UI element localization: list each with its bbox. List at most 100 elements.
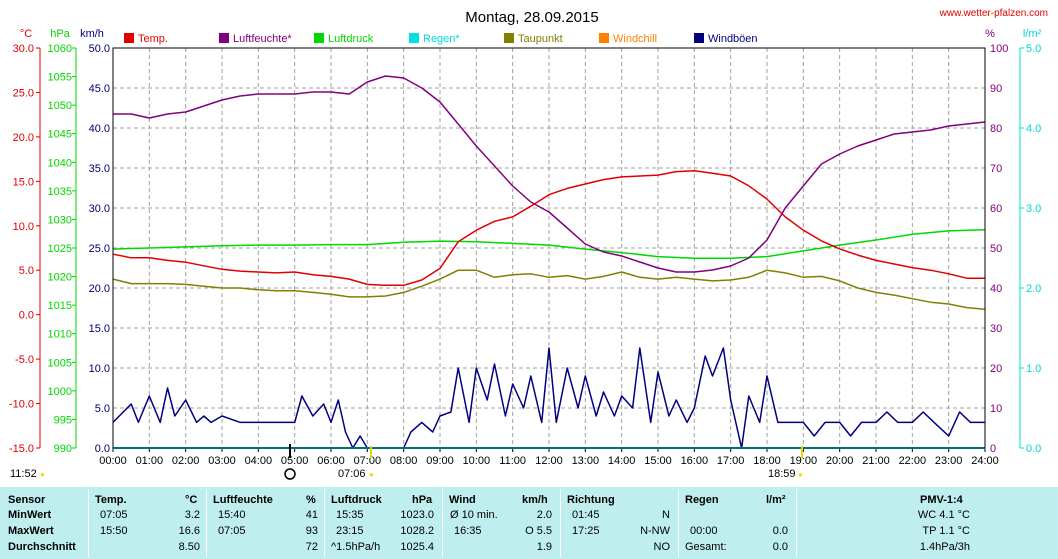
y-axes: 50.0 45.0 40.0 35.0 30.0 25.0 20.0 15.0 10.0 5.0 0… — [9, 43, 1041, 455]
x-tick-label: 04:00 — [245, 455, 273, 467]
site-url: www.wetter-pfalzen.com — [939, 8, 1048, 19]
moonrise-time: 11:52 — [10, 468, 37, 480]
x-tick-label: 05:00 — [281, 455, 309, 467]
statistics-table: Sensor Temp. °C Luftfeuchte % Luftdruck … — [0, 487, 1058, 559]
stats-press-value: 1023.0 — [400, 509, 434, 521]
x-tick-label: 22:00 — [899, 455, 927, 467]
legend-item-gusts: Windböen — [694, 33, 758, 45]
column-divider — [442, 489, 443, 557]
plot-frame — [112, 47, 986, 449]
legend: Temp. Luftfeuchte* Luftdruck Regen* Taup… — [124, 33, 758, 45]
stats-row-min: MinWert 07:05 3.2 15:40 41 15:35 1023.0 … — [0, 508, 1058, 523]
stats-wind-time: 16:35 — [454, 525, 482, 537]
x-tick-label: 00:00 — [99, 455, 127, 467]
legend-label: Temp. — [138, 33, 168, 45]
temp-tick-label: 0.0 — [19, 310, 34, 322]
pressure-series-line — [112, 228, 986, 260]
hum-tick-label: 90 — [990, 83, 1002, 95]
stats-header-rain-unit: l/m² — [766, 494, 786, 506]
stats-hum-time: 15:40 — [218, 509, 246, 521]
hum-tick-label: 10 — [990, 403, 1002, 415]
stats-wind-time: Ø 10 min. — [450, 509, 498, 521]
temp-tick-label: 15.0 — [13, 176, 34, 188]
stats-header-wind: Wind — [449, 494, 476, 506]
temp-tick-label: -5.0 — [15, 354, 34, 366]
stats-header-wind-unit: km/h — [522, 494, 548, 506]
legend-label: Luftdruck — [328, 33, 374, 45]
hum-tick-label: 20 — [990, 363, 1002, 375]
chart-title: Montag, 28.09.2015 — [465, 9, 598, 26]
x-tick-label: 09:00 — [426, 455, 454, 467]
x-axis: 00:00 01:00 02:00 03:00 04:00 05:00 06:00 07:00… — [99, 448, 999, 467]
stats-header-temp-unit: °C — [185, 494, 198, 506]
legend-swatch — [314, 33, 324, 43]
stats-temp-value: 3.2 — [184, 509, 200, 521]
chart-grid — [113, 48, 985, 448]
wind-tick-label: 0.0 — [95, 443, 110, 455]
stats-wind-value: 2.0 — [536, 509, 552, 521]
x-tick-label: 07:00 — [354, 455, 382, 467]
moonrise-sun-icon: ● — [40, 470, 45, 479]
legend-item-windchill: Windchill — [599, 33, 657, 45]
press-tick-label: 1020 — [48, 272, 72, 284]
press-tick-label: 990 — [54, 443, 72, 455]
stats-header-hum-unit: % — [306, 494, 316, 506]
stats-pmv-value: WC 4.1 °C — [917, 509, 970, 521]
x-tick-label: 03:00 — [208, 455, 236, 467]
x-tick-label: 08:00 — [390, 455, 418, 467]
rain-unit-label: l/m² — [1023, 28, 1042, 40]
hum-unit-label: % — [985, 28, 995, 40]
rain-tick-label: 4.0 — [1026, 123, 1041, 135]
hum-tick-label: 100 — [990, 43, 1008, 55]
stats-press-time: 23:15 — [336, 525, 364, 537]
stats-temp-value: 16.6 — [178, 525, 200, 537]
legend-label: Luftfeuchte* — [233, 33, 292, 45]
wind-tick-label: 5.0 — [95, 403, 110, 415]
press-unit-label: hPa — [50, 28, 70, 40]
x-tick-label: 02:00 — [172, 455, 200, 467]
rain-tick-label: 2.0 — [1026, 283, 1041, 295]
hum-tick-label: 40 — [990, 283, 1002, 295]
column-divider — [324, 489, 325, 557]
stats-pmv-value: 1.4hPa/3h — [919, 541, 970, 553]
x-tick-label: 24:00 — [971, 455, 999, 467]
stats-wind-value: 1.9 — [536, 541, 552, 553]
x-tick-label: 20:00 — [826, 455, 854, 467]
stats-rain-value: 0.0 — [772, 541, 788, 553]
legend-swatch — [599, 33, 609, 43]
x-tick-label: 17:00 — [717, 455, 745, 467]
press-tick-label: 1035 — [48, 186, 72, 198]
x-tick-label: 14:00 — [608, 455, 636, 467]
column-divider — [796, 489, 797, 557]
hum-tick-label: 50 — [990, 243, 1002, 255]
hum-tick-label: 80 — [990, 123, 1002, 135]
wind-tick-label: 25.0 — [89, 243, 110, 255]
press-tick-label: 995 — [54, 414, 72, 426]
legend-swatch — [219, 33, 229, 43]
stats-hum-time: 07:05 — [218, 525, 246, 537]
temp-unit-label: °C — [20, 28, 32, 40]
legend-label: Windböen — [708, 33, 758, 45]
stats-rain-time: Gesamt: — [685, 541, 727, 553]
wind-unit-label: km/h — [80, 28, 104, 40]
wind-tick-label: 20.0 — [89, 283, 110, 295]
press-tick-label: 1000 — [48, 386, 72, 398]
x-tick-label: 15:00 — [644, 455, 672, 467]
x-tick-label: 13:00 — [572, 455, 600, 467]
stats-wind-value: O 5.5 — [525, 525, 552, 537]
press-tick-label: 1010 — [48, 329, 72, 341]
stats-rain-time: 00:00 — [690, 525, 718, 537]
x-tick-label: 06:00 — [317, 455, 345, 467]
stats-header-hum: Luftfeuchte — [213, 494, 273, 506]
x-tick-label: 23:00 — [935, 455, 963, 467]
press-tick-label: 1025 — [48, 243, 72, 255]
legend-swatch — [694, 33, 704, 43]
stats-press-time: 15:35 — [336, 509, 364, 521]
humidity-series-line — [113, 75, 986, 273]
stats-hum-value: 72 — [305, 541, 318, 553]
stats-dir-time: 01:45 — [572, 509, 600, 521]
stats-header-pmv: PMV-1:4 — [920, 494, 963, 506]
legend-label: Windchill — [613, 33, 657, 45]
stats-hum-value: 41 — [305, 509, 318, 521]
stats-dir-value: N-NW — [640, 525, 670, 537]
